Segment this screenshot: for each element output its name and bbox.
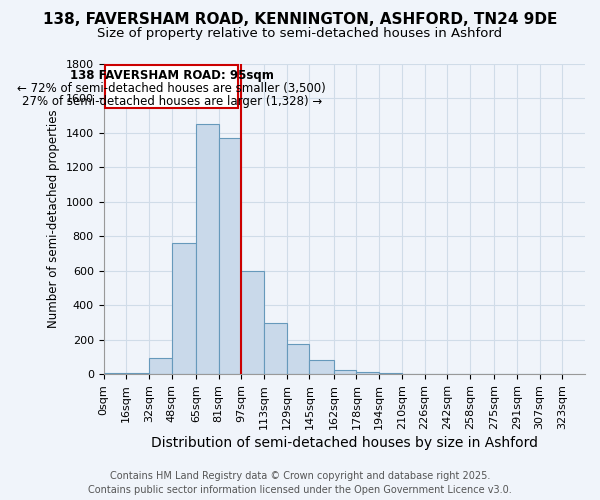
Bar: [264, 324, 287, 374]
Text: 138 FAVERSHAM ROAD: 95sqm: 138 FAVERSHAM ROAD: 95sqm: [70, 69, 274, 82]
Y-axis label: Number of semi-detached properties: Number of semi-detached properties: [47, 110, 60, 328]
Bar: [356, 372, 379, 374]
Bar: [218, 138, 241, 374]
Bar: [334, 370, 356, 374]
Bar: [287, 344, 310, 374]
Bar: [172, 243, 196, 374]
Bar: [310, 360, 334, 374]
Text: ← 72% of semi-detached houses are smaller (3,500): ← 72% of semi-detached houses are smalle…: [17, 82, 326, 95]
Bar: [241, 271, 264, 374]
Text: Size of property relative to semi-detached houses in Ashford: Size of property relative to semi-detach…: [97, 28, 503, 40]
Bar: [149, 358, 172, 374]
X-axis label: Distribution of semi-detached houses by size in Ashford: Distribution of semi-detached houses by …: [151, 436, 538, 450]
Bar: [196, 124, 218, 374]
Text: 138, FAVERSHAM ROAD, KENNINGTON, ASHFORD, TN24 9DE: 138, FAVERSHAM ROAD, KENNINGTON, ASHFORD…: [43, 12, 557, 28]
Bar: [105, 65, 238, 108]
Text: Contains HM Land Registry data © Crown copyright and database right 2025.
Contai: Contains HM Land Registry data © Crown c…: [88, 471, 512, 495]
Text: 27% of semi-detached houses are larger (1,328) →: 27% of semi-detached houses are larger (…: [22, 95, 322, 108]
